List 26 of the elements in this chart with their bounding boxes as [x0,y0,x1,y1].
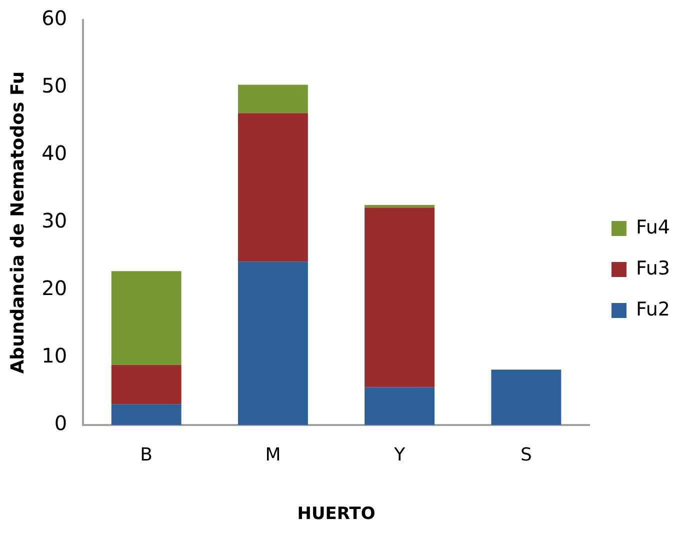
x-tick-label: B [140,444,153,466]
bar [238,84,308,114]
bar [364,204,435,208]
y-tick-label: 30 [42,208,68,233]
y-tick-label: 50 [42,74,68,98]
y-tick-label: 60 [42,6,68,30]
bar [238,113,308,262]
x-tick-label: S [520,444,532,466]
y-axis-title: Abundancia de Nematodos Fu [7,71,28,374]
x-tick-label: Y [393,444,406,466]
bar [111,364,182,404]
bar [364,387,435,425]
legend-label: Fu2 [636,298,670,320]
bar [238,262,308,425]
bar [491,370,562,425]
x-tick-label: M [265,444,281,466]
x-axis-title: HUERTO [297,504,376,524]
bar [111,271,182,365]
y-tick-label: 20 [42,276,68,300]
legend-label: Fu3 [636,257,670,280]
legend-label: Fu4 [636,216,670,238]
bar [364,208,435,388]
y-tick-label: 10 [42,344,68,368]
bar [111,404,182,425]
y-tick-label: 40 [42,141,68,166]
y-tick-label: 0 [54,411,68,436]
